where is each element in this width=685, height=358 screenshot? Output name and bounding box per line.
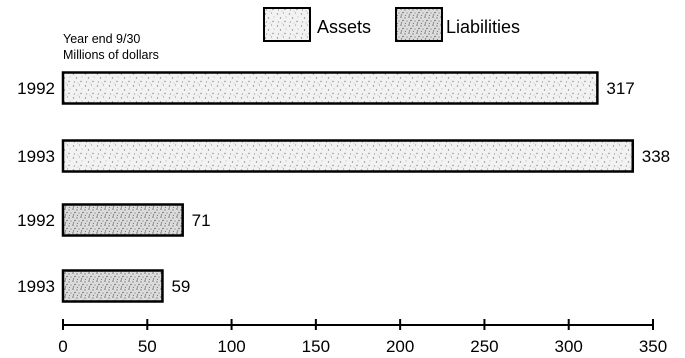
- legend-swatch-liabilities: [395, 7, 443, 42]
- category-label-liabilities-1992: 1992: [17, 211, 55, 230]
- x-tick-label-300: 300: [555, 337, 583, 356]
- value-label-assets-1993: 338: [642, 147, 670, 166]
- year-end-note: Year end 9/30: [63, 32, 140, 46]
- bar-assets-1993: [61, 139, 635, 173]
- value-label-assets-1992: 317: [606, 79, 634, 98]
- bar-assets-1992: [61, 71, 599, 105]
- category-label-liabilities-1993: 1993: [17, 277, 55, 296]
- x-tick-label-350: 350: [639, 337, 667, 356]
- x-tick-label-200: 200: [386, 337, 414, 356]
- bars-group: 1992 317 1993 338 1992 71 1993 59: [17, 71, 670, 303]
- value-label-liabilities-1993: 59: [171, 277, 190, 296]
- x-tick-label-100: 100: [217, 337, 245, 356]
- category-label-assets-1992: 1992: [17, 79, 55, 98]
- x-axis: 0 50 100 150 200 250 300 350: [58, 319, 667, 356]
- category-label-assets-1993: 1993: [17, 147, 55, 166]
- legend-label-liabilities: Liabilities: [446, 17, 520, 37]
- x-tick-label-150: 150: [302, 337, 330, 356]
- value-label-liabilities-1992: 71: [192, 211, 211, 230]
- x-tick-label-0: 0: [58, 337, 67, 356]
- legend: Assets Liabilities: [263, 7, 520, 42]
- x-tick-label-50: 50: [138, 337, 157, 356]
- x-tick-label-250: 250: [470, 337, 498, 356]
- units-note: Millions of dollars: [63, 48, 159, 62]
- legend-label-assets: Assets: [317, 17, 371, 37]
- bar-liabilities-1993: [61, 269, 164, 303]
- bar-liabilities-1992: [61, 203, 184, 237]
- legend-swatch-assets: [263, 7, 311, 42]
